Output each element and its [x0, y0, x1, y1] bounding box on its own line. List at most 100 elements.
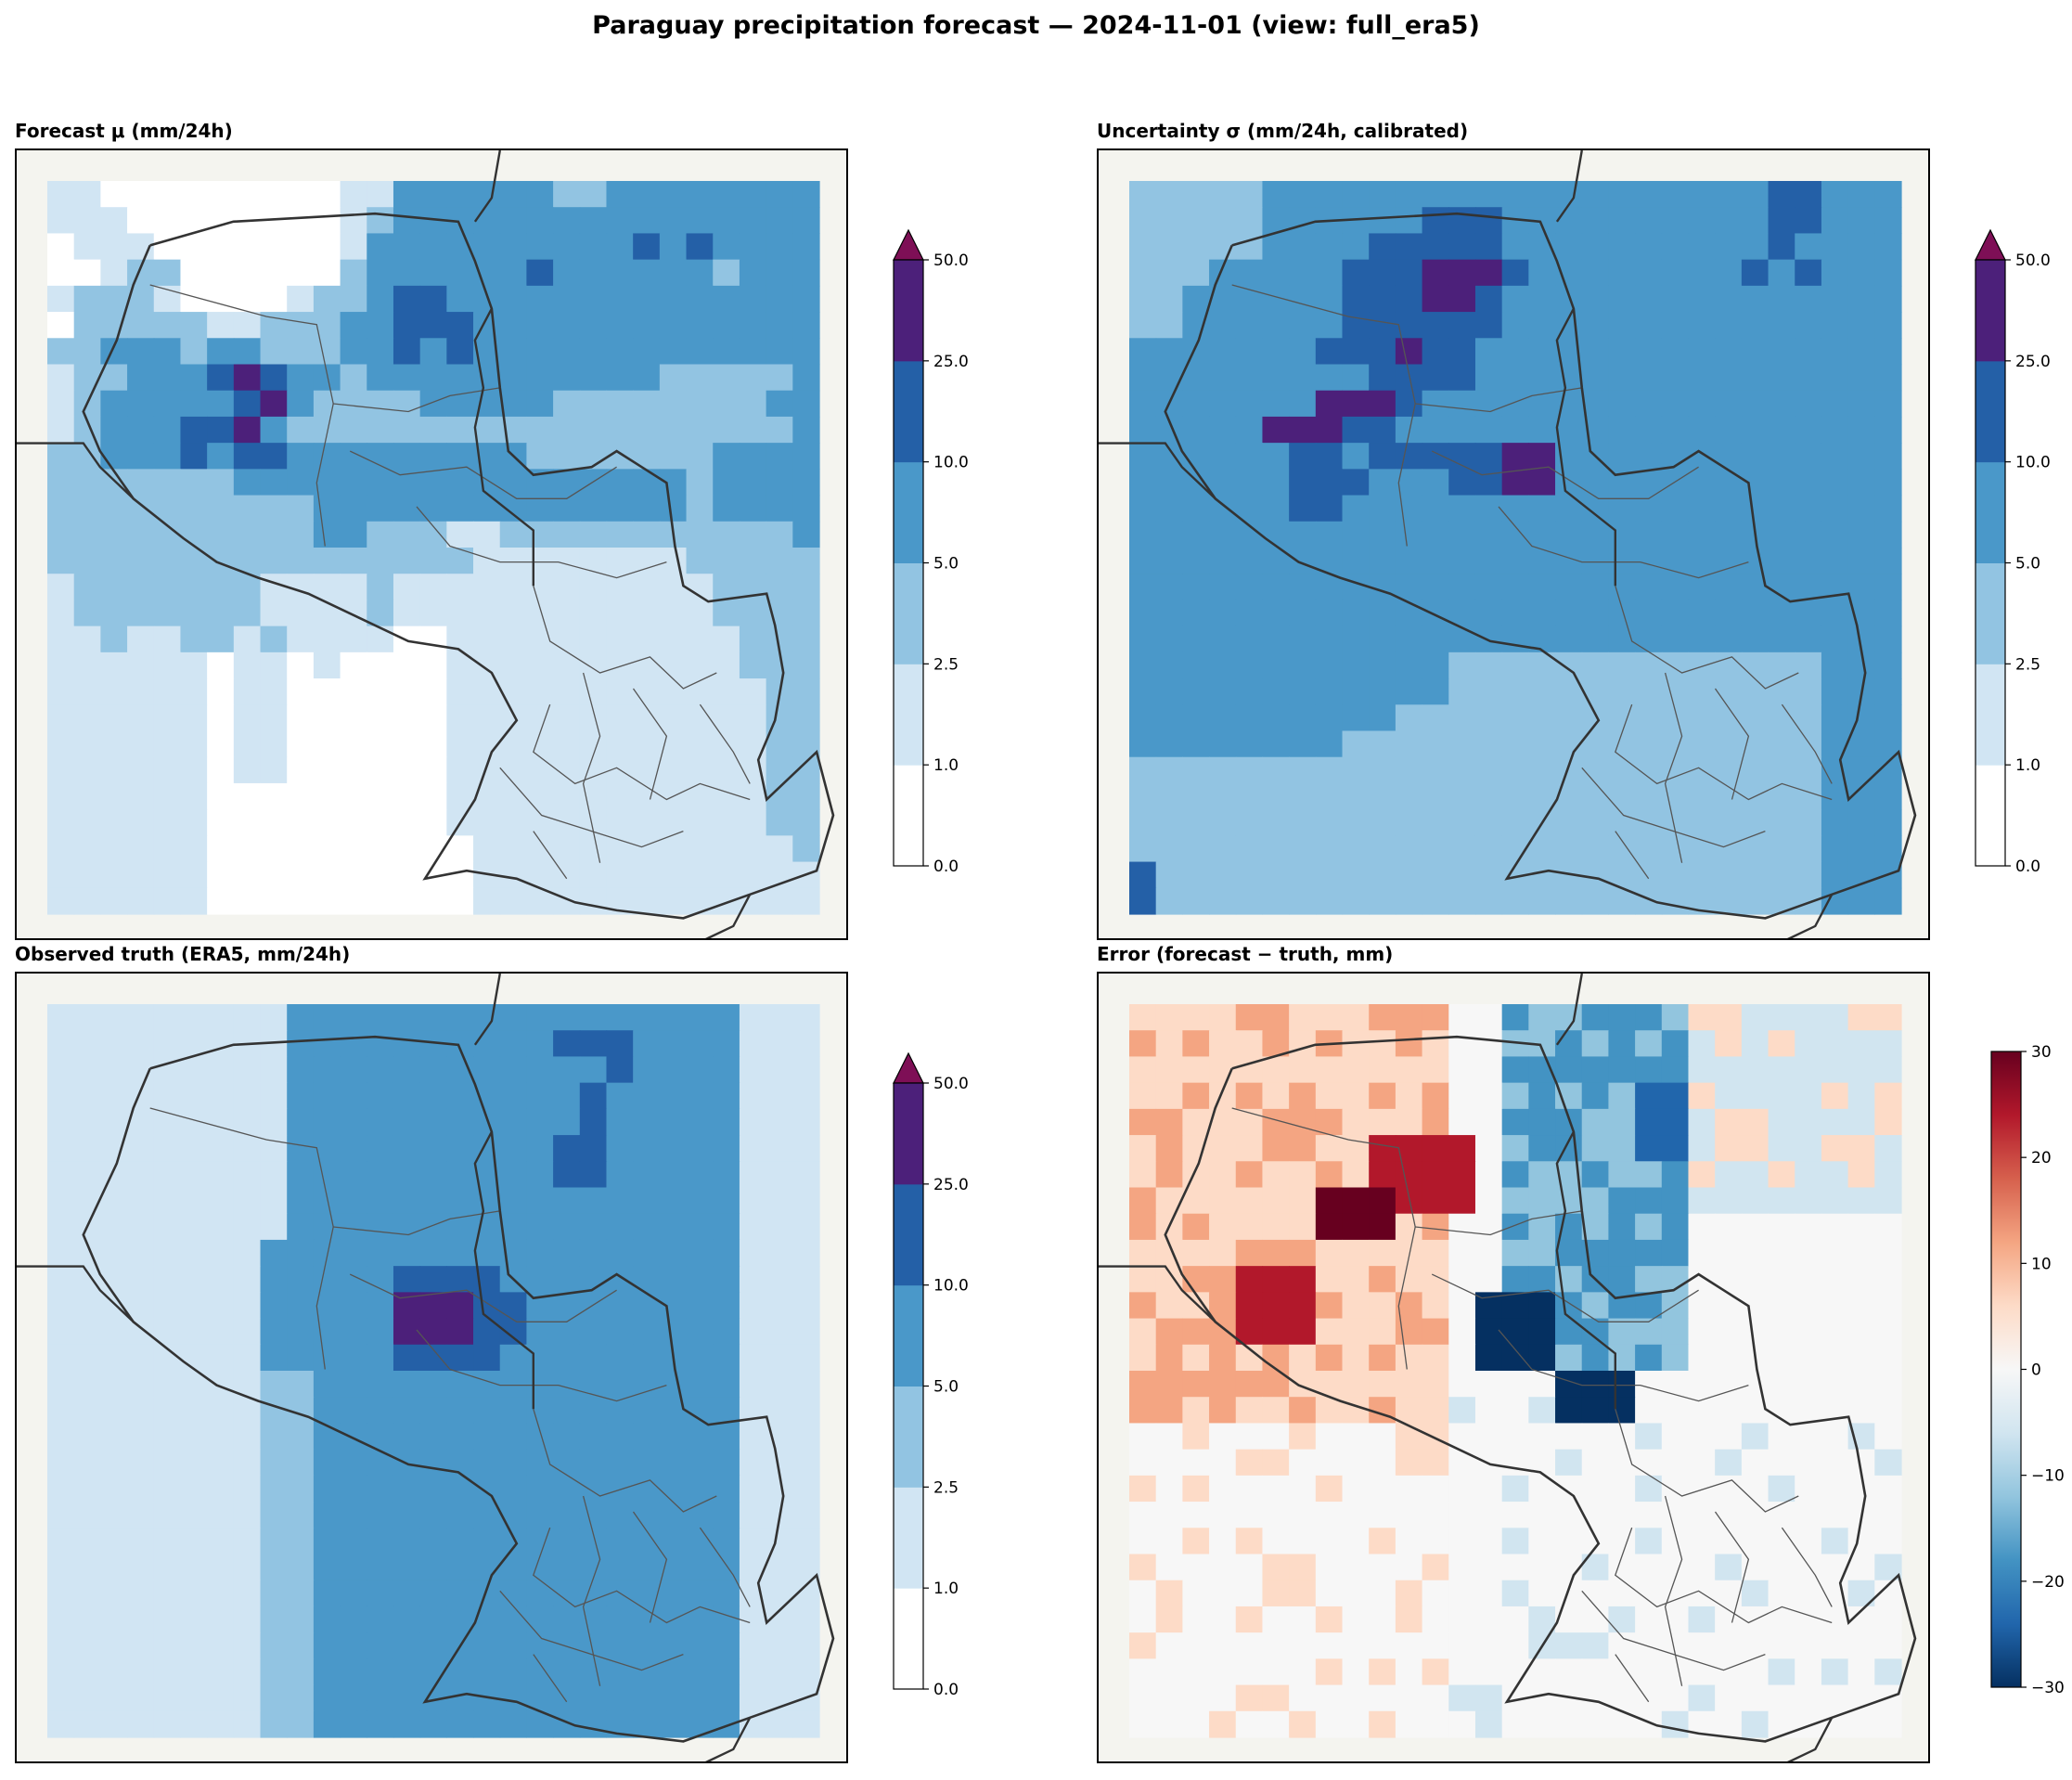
grid-cell	[1635, 259, 1663, 287]
grid-cell	[1635, 1108, 1663, 1136]
grid-cell	[1688, 626, 1716, 653]
grid-cell	[1661, 1004, 1690, 1031]
grid-cell	[1129, 364, 1157, 392]
grid-cell	[1369, 730, 1396, 758]
grid-cell	[713, 521, 740, 548]
grid-cell	[367, 1318, 394, 1346]
grid-cell	[446, 574, 474, 601]
grid-cell	[1821, 861, 1849, 889]
grid-cell	[393, 521, 421, 548]
grid-cell	[1528, 1292, 1556, 1320]
grid-cell	[1155, 782, 1183, 810]
grid-cell	[1235, 338, 1264, 366]
grid-cell	[713, 1658, 740, 1686]
grid-cell	[1768, 1475, 1795, 1503]
grid-cell	[526, 1554, 554, 1581]
department-border	[1615, 831, 1650, 880]
grid-cell	[367, 574, 394, 601]
grid-cell	[1528, 1135, 1556, 1162]
grid-cell	[1155, 1423, 1183, 1451]
colorbar-segment	[894, 1386, 923, 1488]
grid-cell	[739, 1632, 767, 1659]
grid-cell	[766, 1710, 793, 1738]
grid-cell	[233, 1161, 262, 1189]
grid-cell	[100, 1397, 128, 1425]
grid-cell	[1129, 443, 1157, 470]
grid-cell	[1129, 1056, 1157, 1084]
grid-cell	[1874, 835, 1902, 863]
grid-cell	[313, 416, 341, 444]
grid-cell	[100, 861, 128, 889]
grid-cell	[1235, 730, 1264, 758]
grid-cell	[1129, 1502, 1157, 1528]
grid-cell	[659, 1187, 688, 1215]
department-border	[1615, 586, 1799, 690]
grid-cell	[1874, 443, 1902, 470]
grid-cell	[446, 1004, 474, 1031]
grid-cell	[739, 1004, 767, 1031]
grid-cell	[1768, 1554, 1795, 1581]
grid-cell	[1715, 1580, 1743, 1607]
grid-cell	[1501, 390, 1529, 418]
grid-cell	[1235, 469, 1264, 497]
grid-cell	[1369, 1475, 1396, 1503]
grid-cell	[473, 756, 501, 784]
grid-cell	[1741, 1187, 1770, 1215]
grid-cell	[1581, 285, 1610, 313]
grid-cell	[446, 1606, 474, 1633]
department-border	[499, 767, 684, 848]
grid-cell	[1741, 1004, 1770, 1031]
grid-cell	[1315, 312, 1344, 339]
grid-cell	[1289, 1030, 1317, 1058]
grid-cell	[153, 861, 182, 889]
grid-cell	[1448, 1502, 1476, 1528]
grid-cell	[180, 1239, 208, 1267]
grid-cell	[766, 1187, 793, 1215]
grid-cell	[313, 285, 341, 313]
grid-cell	[180, 1475, 208, 1503]
grid-cell	[1715, 312, 1743, 339]
grid-cell	[127, 1528, 155, 1555]
grid-cell	[1581, 1161, 1610, 1189]
grid-cell	[606, 181, 634, 208]
grid-cell	[1501, 1502, 1529, 1528]
grid-cell	[713, 1266, 740, 1293]
grid-cell	[207, 443, 235, 470]
grid-cell	[499, 1580, 528, 1607]
grid-cell	[1342, 626, 1370, 653]
grid-cell	[606, 600, 634, 627]
grid-cell	[526, 704, 554, 732]
grid-cell	[1289, 1056, 1317, 1084]
country-border	[1164, 212, 1917, 920]
grid-cell	[153, 1658, 182, 1686]
grid-cell	[1741, 1423, 1770, 1451]
grid-cell	[1315, 1658, 1344, 1686]
grid-cell	[153, 390, 182, 418]
grid-cell	[1474, 756, 1503, 784]
grid-cell	[526, 181, 554, 208]
grid-cell	[1715, 651, 1743, 679]
grid-cell	[1635, 416, 1663, 444]
grid-cell	[207, 1161, 235, 1189]
grid-cell	[1795, 1475, 1822, 1503]
grid-cell	[73, 1344, 101, 1372]
grid-cell	[1635, 1423, 1663, 1451]
grid-cell	[1821, 1684, 1849, 1712]
grid-cell	[553, 181, 581, 208]
grid-cell	[553, 364, 581, 392]
grid-cell	[633, 1554, 661, 1581]
grid-cell	[633, 678, 661, 705]
grid-cell	[260, 233, 288, 261]
grid-cell	[739, 651, 767, 679]
grid-cell	[127, 312, 155, 339]
colorbar-forecast-svg: 0.01.02.55.010.025.050.0	[893, 228, 969, 876]
grid-cell	[1315, 730, 1344, 758]
grid-cell	[207, 312, 235, 339]
grid-cell	[1209, 1318, 1237, 1346]
department-border	[1615, 1527, 1833, 1624]
grid-cell	[287, 626, 315, 653]
colorbar-tick-label: 25.0	[933, 353, 969, 371]
grid-cell	[1715, 1266, 1743, 1293]
grid-cell	[1874, 887, 1902, 915]
grid-cell	[713, 1475, 740, 1503]
